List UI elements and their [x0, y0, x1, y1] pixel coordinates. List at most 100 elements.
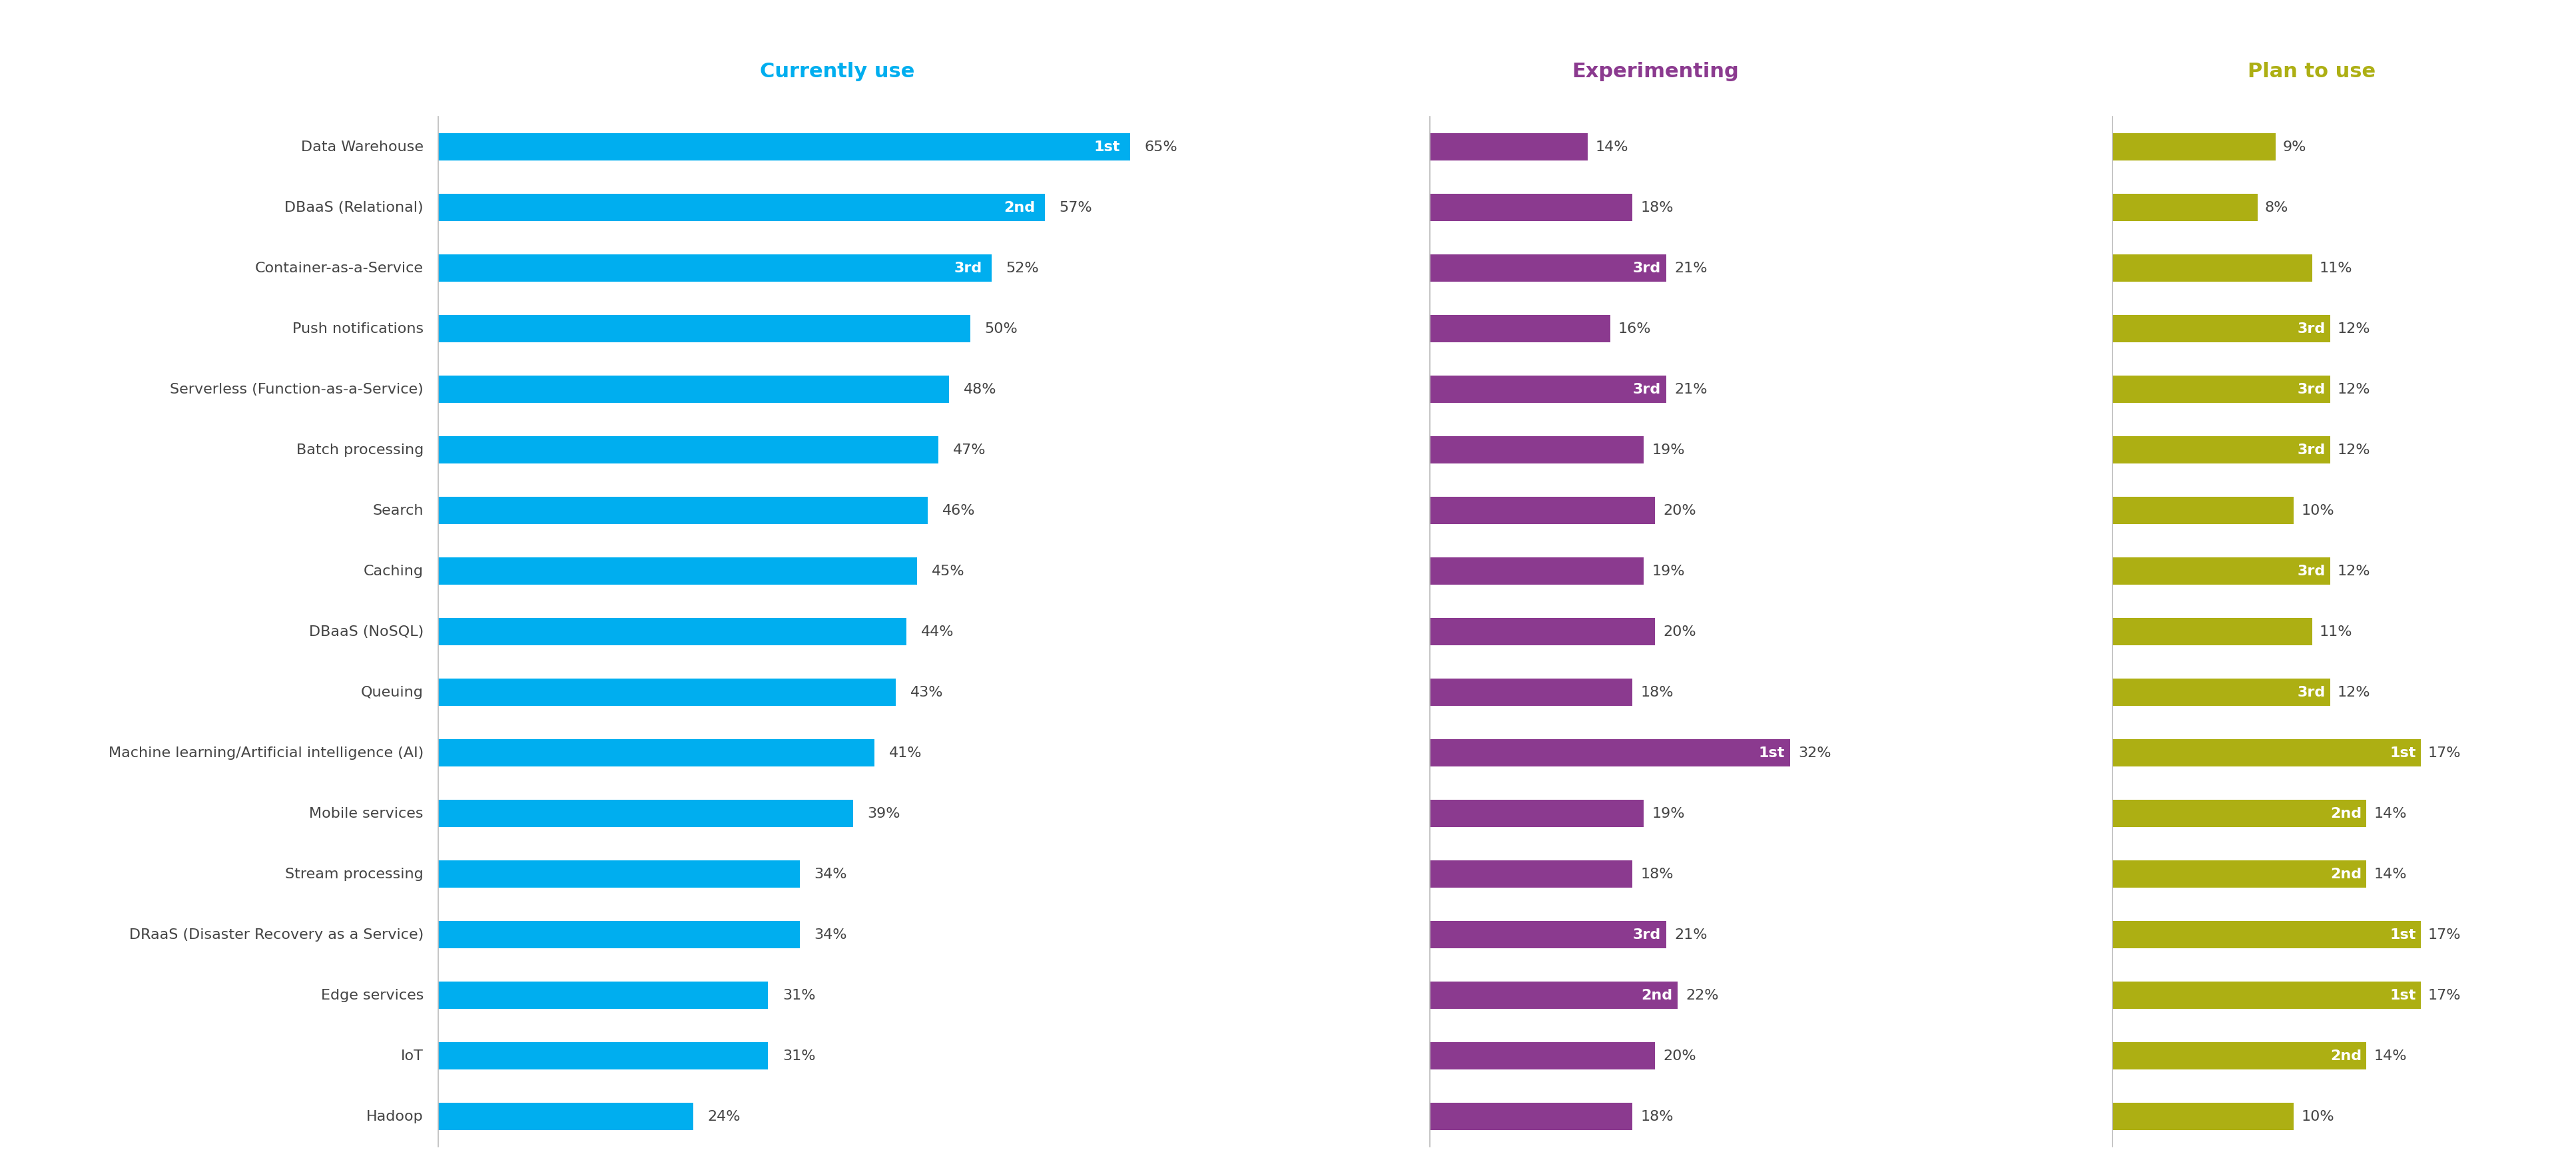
Text: 18%: 18%	[1641, 1109, 1674, 1123]
Bar	[1430, 921, 1667, 948]
Text: 2nd: 2nd	[2331, 1049, 2362, 1062]
Text: 1st: 1st	[1095, 140, 1121, 154]
Text: 50%: 50%	[984, 322, 1018, 336]
Text: 31%: 31%	[783, 989, 817, 1002]
Bar	[2112, 194, 2257, 221]
Bar	[2112, 1042, 2367, 1069]
Bar	[438, 739, 873, 766]
Text: 14%: 14%	[2372, 867, 2406, 881]
Text: 12%: 12%	[2336, 443, 2370, 456]
Text: 34%: 34%	[814, 867, 848, 881]
Bar	[2112, 921, 2421, 948]
Text: Experimenting: Experimenting	[1571, 62, 1739, 81]
Text: Edge services: Edge services	[322, 989, 422, 1002]
Text: 20%: 20%	[1664, 1049, 1695, 1062]
Text: 2nd: 2nd	[2331, 867, 2362, 881]
Text: 47%: 47%	[953, 443, 987, 456]
Bar	[1430, 497, 1656, 524]
Bar	[1430, 1042, 1656, 1069]
Text: 3rd: 3rd	[2298, 443, 2326, 456]
Text: 12%: 12%	[2336, 565, 2370, 578]
Bar	[2112, 618, 2313, 646]
Bar	[2112, 316, 2331, 343]
Text: 16%: 16%	[1618, 322, 1651, 336]
Bar	[2112, 133, 2275, 161]
Bar	[1430, 255, 1667, 282]
Text: Mobile services: Mobile services	[309, 807, 422, 820]
Text: 3rd: 3rd	[953, 262, 981, 275]
Bar	[438, 860, 801, 888]
Text: 18%: 18%	[1641, 867, 1674, 881]
Text: 10%: 10%	[2300, 504, 2334, 517]
Text: Push notifications: Push notifications	[291, 322, 422, 336]
Bar	[1430, 558, 1643, 585]
Text: 31%: 31%	[783, 1049, 817, 1062]
Text: 14%: 14%	[1595, 140, 1628, 154]
Text: Container-as-a-Service: Container-as-a-Service	[255, 262, 422, 275]
Text: 17%: 17%	[2429, 746, 2460, 759]
Bar	[2112, 255, 2313, 282]
Text: 19%: 19%	[1651, 565, 1685, 578]
Bar	[1430, 436, 1643, 463]
Text: Plan to use: Plan to use	[2249, 62, 2375, 81]
Bar	[438, 800, 853, 827]
Bar	[438, 679, 896, 706]
Text: Stream processing: Stream processing	[286, 867, 422, 881]
Text: 8%: 8%	[2264, 201, 2287, 214]
Text: 41%: 41%	[889, 746, 922, 759]
Bar	[2112, 982, 2421, 1009]
Bar	[438, 558, 917, 585]
Text: 3rd: 3rd	[1633, 262, 1662, 275]
Text: 2nd: 2nd	[1641, 989, 1672, 1002]
Text: 11%: 11%	[2318, 262, 2352, 275]
Bar	[438, 618, 907, 646]
Text: 17%: 17%	[2429, 989, 2460, 1002]
Bar	[1430, 982, 1677, 1009]
Text: Search: Search	[374, 504, 422, 517]
Text: 65%: 65%	[1144, 140, 1177, 154]
Text: Batch processing: Batch processing	[296, 443, 422, 456]
Bar	[2112, 497, 2293, 524]
Bar	[1430, 800, 1643, 827]
Bar	[438, 316, 971, 343]
Text: 52%: 52%	[1007, 262, 1038, 275]
Bar	[1430, 316, 1610, 343]
Bar	[2112, 860, 2367, 888]
Text: 21%: 21%	[1674, 262, 1708, 275]
Text: 32%: 32%	[1798, 746, 1832, 759]
Text: 20%: 20%	[1664, 504, 1695, 517]
Bar	[2112, 679, 2331, 706]
Text: 22%: 22%	[1685, 989, 1718, 1002]
Text: 1st: 1st	[2391, 746, 2416, 759]
Text: 18%: 18%	[1641, 686, 1674, 698]
Text: Caching: Caching	[363, 565, 422, 578]
Text: 3rd: 3rd	[2298, 686, 2326, 698]
Bar	[1430, 133, 1587, 161]
Bar	[1430, 679, 1633, 706]
Text: 39%: 39%	[868, 807, 902, 820]
Text: 43%: 43%	[909, 686, 943, 698]
Bar	[438, 497, 927, 524]
Text: 3rd: 3rd	[2298, 322, 2326, 336]
Text: Queuing: Queuing	[361, 686, 422, 698]
Bar	[2112, 558, 2331, 585]
Text: Data Warehouse: Data Warehouse	[301, 140, 422, 154]
Bar	[1430, 618, 1656, 646]
Bar	[1430, 739, 1790, 766]
Text: 1st: 1st	[2391, 989, 2416, 1002]
Text: 2nd: 2nd	[1005, 201, 1036, 214]
Text: 21%: 21%	[1674, 383, 1708, 397]
Text: 14%: 14%	[2372, 1049, 2406, 1062]
Text: 46%: 46%	[943, 504, 976, 517]
Text: 19%: 19%	[1651, 807, 1685, 820]
Bar	[438, 982, 768, 1009]
Text: 12%: 12%	[2336, 383, 2370, 397]
Text: DBaaS (NoSQL): DBaaS (NoSQL)	[309, 625, 422, 639]
Text: 45%: 45%	[933, 565, 963, 578]
Text: 9%: 9%	[2282, 140, 2306, 154]
Text: 12%: 12%	[2336, 686, 2370, 698]
Text: 3rd: 3rd	[1633, 383, 1662, 397]
Bar	[1430, 194, 1633, 221]
Text: 24%: 24%	[708, 1109, 742, 1123]
Text: Machine learning/Artificial intelligence (AI): Machine learning/Artificial intelligence…	[108, 746, 422, 759]
